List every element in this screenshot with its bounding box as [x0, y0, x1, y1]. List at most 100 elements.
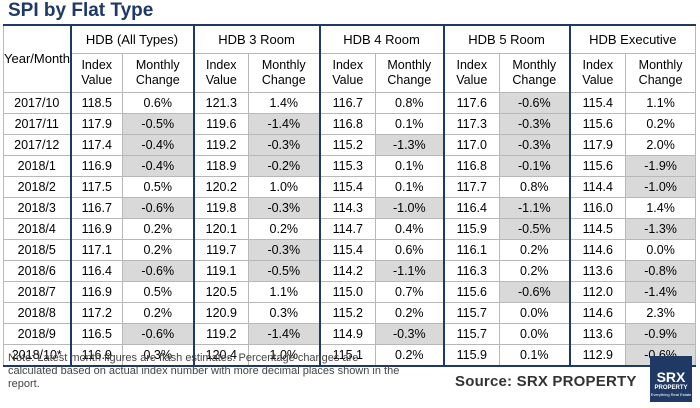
monthly-change-cell: 0.6% [375, 239, 445, 261]
index-value-cell: 117.7 [442, 176, 501, 198]
monthly-change-cell: -0.9% [625, 323, 697, 345]
index-value-header: Index Value [192, 53, 250, 93]
index-value-cell: 116.9 [69, 155, 123, 177]
period-cell: 2018/5 [3, 239, 71, 261]
source-label: Source: SRX PROPERTY [455, 373, 637, 390]
index-value-cell: 115.7 [442, 302, 501, 324]
monthly-change-cell: -0.3% [499, 134, 571, 156]
index-value-cell: 118.5 [69, 92, 123, 114]
group-header: HDB 4 Room [318, 24, 445, 54]
table-row: 2018/9 116.5 -0.6% 119.2 -1.4% 114.9 -0.3% 115.… [3, 323, 697, 345]
index-value-cell: 115.6 [442, 281, 501, 303]
index-value-cell: 116.7 [318, 92, 377, 114]
index-value-cell: 119.6 [192, 113, 250, 135]
index-value-cell: 114.5 [568, 218, 627, 240]
monthly-change-cell: 0.2% [121, 218, 195, 240]
period-cell: 2017/12 [3, 134, 71, 156]
monthly-change-cell: -1.1% [375, 260, 445, 282]
monthly-change-cell: 0.1% [375, 176, 445, 198]
monthly-change-cell: -0.5% [121, 113, 195, 135]
monthly-change-cell: -1.0% [375, 197, 445, 219]
index-value-cell: 114.6 [568, 239, 627, 261]
index-value-cell: 119.7 [192, 239, 250, 261]
table-row: 2017/12 117.4 -0.4% 119.2 -0.3% 115.2 -1.3% 117… [3, 134, 697, 156]
index-value-cell: 117.2 [69, 302, 123, 324]
table-row: 2018/6 116.4 -0.6% 119.1 -0.5% 114.2 -1.1% 116.… [3, 260, 697, 282]
index-value-cell: 117.5 [69, 176, 123, 198]
monthly-change-cell: -0.4% [121, 134, 195, 156]
monthly-change-cell: -0.3% [248, 197, 321, 219]
monthly-change-cell: -0.3% [248, 134, 321, 156]
index-value-cell: 121.3 [192, 92, 250, 114]
monthly-change-cell: -0.6% [121, 197, 195, 219]
monthly-change-cell: 0.5% [121, 281, 195, 303]
spi-table: Year/Month HDB (All Types) HDB 3 Room HD… [3, 24, 697, 367]
index-value-cell: 117.4 [69, 134, 123, 156]
monthly-change-cell: 0.1% [375, 113, 445, 135]
sub-header-row: Index Value Monthly Change Index Value M… [4, 53, 697, 93]
index-value-cell: 115.3 [318, 155, 377, 177]
monthly-change-cell: -1.3% [375, 134, 445, 156]
logo-subtext: PROPERTY [654, 385, 688, 391]
monthly-change-cell: -0.6% [121, 323, 195, 345]
index-value-cell: 114.9 [318, 323, 377, 345]
index-value-cell: 116.0 [568, 197, 627, 219]
period-cell: 2018/7 [3, 281, 71, 303]
index-value-cell: 114.6 [568, 302, 627, 324]
monthly-change-cell: -1.4% [248, 113, 321, 135]
table-row: 2018/4 116.9 0.2% 120.1 0.2% 114.7 0.4% 115.9 -0… [3, 218, 697, 240]
monthly-change-cell: -0.5% [499, 218, 571, 240]
index-value-cell: 115.4 [318, 239, 377, 261]
index-value-cell: 120.5 [192, 281, 250, 303]
index-value-cell: 116.5 [69, 323, 123, 345]
index-value-cell: 116.1 [442, 239, 501, 261]
monthly-change-header: Monthly Change [121, 53, 195, 93]
index-value-cell: 115.7 [442, 323, 501, 345]
monthly-change-cell: -0.3% [499, 113, 571, 135]
index-value-cell: 115.9 [442, 344, 501, 367]
monthly-change-cell: 0.2% [248, 218, 321, 240]
index-value-header: Index Value [568, 53, 627, 93]
monthly-change-cell: -0.4% [121, 155, 195, 177]
monthly-change-header: Monthly Change [248, 53, 321, 93]
monthly-change-cell: 0.0% [499, 323, 571, 345]
monthly-change-cell: -0.3% [248, 239, 321, 261]
index-value-cell: 116.8 [442, 155, 501, 177]
table-row: 2018/7 116.9 0.5% 120.5 1.1% 115.0 0.7% 115.6 -0… [3, 281, 697, 303]
monthly-change-cell: -0.8% [625, 260, 697, 282]
table-row: 2018/2 117.5 0.5% 120.2 1.0% 115.4 0.1% 117.7 0.… [3, 176, 697, 198]
index-value-cell: 119.2 [192, 134, 250, 156]
table-row: 2018/5 117.1 0.2% 119.7 -0.3% 115.4 0.6% 116.1 0… [3, 239, 697, 261]
index-value-cell: 114.3 [318, 197, 377, 219]
period-cell: 2018/2 [3, 176, 71, 198]
index-value-cell: 115.4 [318, 176, 377, 198]
index-value-cell: 116.4 [69, 260, 123, 282]
index-value-cell: 117.9 [69, 113, 123, 135]
monthly-change-cell: 0.1% [375, 155, 445, 177]
period-cell: 2018/6 [3, 260, 71, 282]
monthly-change-cell: 0.2% [625, 113, 697, 135]
index-value-cell: 115.6 [568, 113, 627, 135]
period-cell: 2018/3 [3, 197, 71, 219]
monthly-change-cell: 0.7% [375, 281, 445, 303]
index-value-cell: 116.8 [318, 113, 377, 135]
index-value-cell: 115.2 [318, 134, 377, 156]
monthly-change-cell: 0.2% [121, 302, 195, 324]
monthly-change-cell: -0.6% [121, 260, 195, 282]
index-value-cell: 115.1 [318, 344, 377, 367]
index-value-cell: 112.9 [568, 344, 627, 367]
period-cell: 2018/1 [3, 155, 71, 177]
table-row: 2018/3 116.7 -0.6% 119.8 -0.3% 114.3 -1.0% 116.… [3, 197, 697, 219]
monthly-change-cell: 1.1% [625, 92, 697, 114]
monthly-change-cell: -0.6% [499, 281, 571, 303]
index-value-cell: 120.1 [192, 218, 250, 240]
monthly-change-cell: 1.0% [248, 344, 321, 367]
monthly-change-cell: 0.4% [375, 218, 445, 240]
group-header-row: Year/Month HDB (All Types) HDB 3 Room HD… [3, 24, 697, 93]
monthly-change-cell: 0.3% [248, 302, 321, 324]
index-value-cell: 120.9 [192, 302, 250, 324]
period-cell: 2017/11 [3, 113, 71, 135]
index-value-cell: 112.0 [568, 281, 627, 303]
index-value-cell: 115.9 [442, 218, 501, 240]
footnote: Note: Latest month figures are flash est… [8, 352, 400, 390]
